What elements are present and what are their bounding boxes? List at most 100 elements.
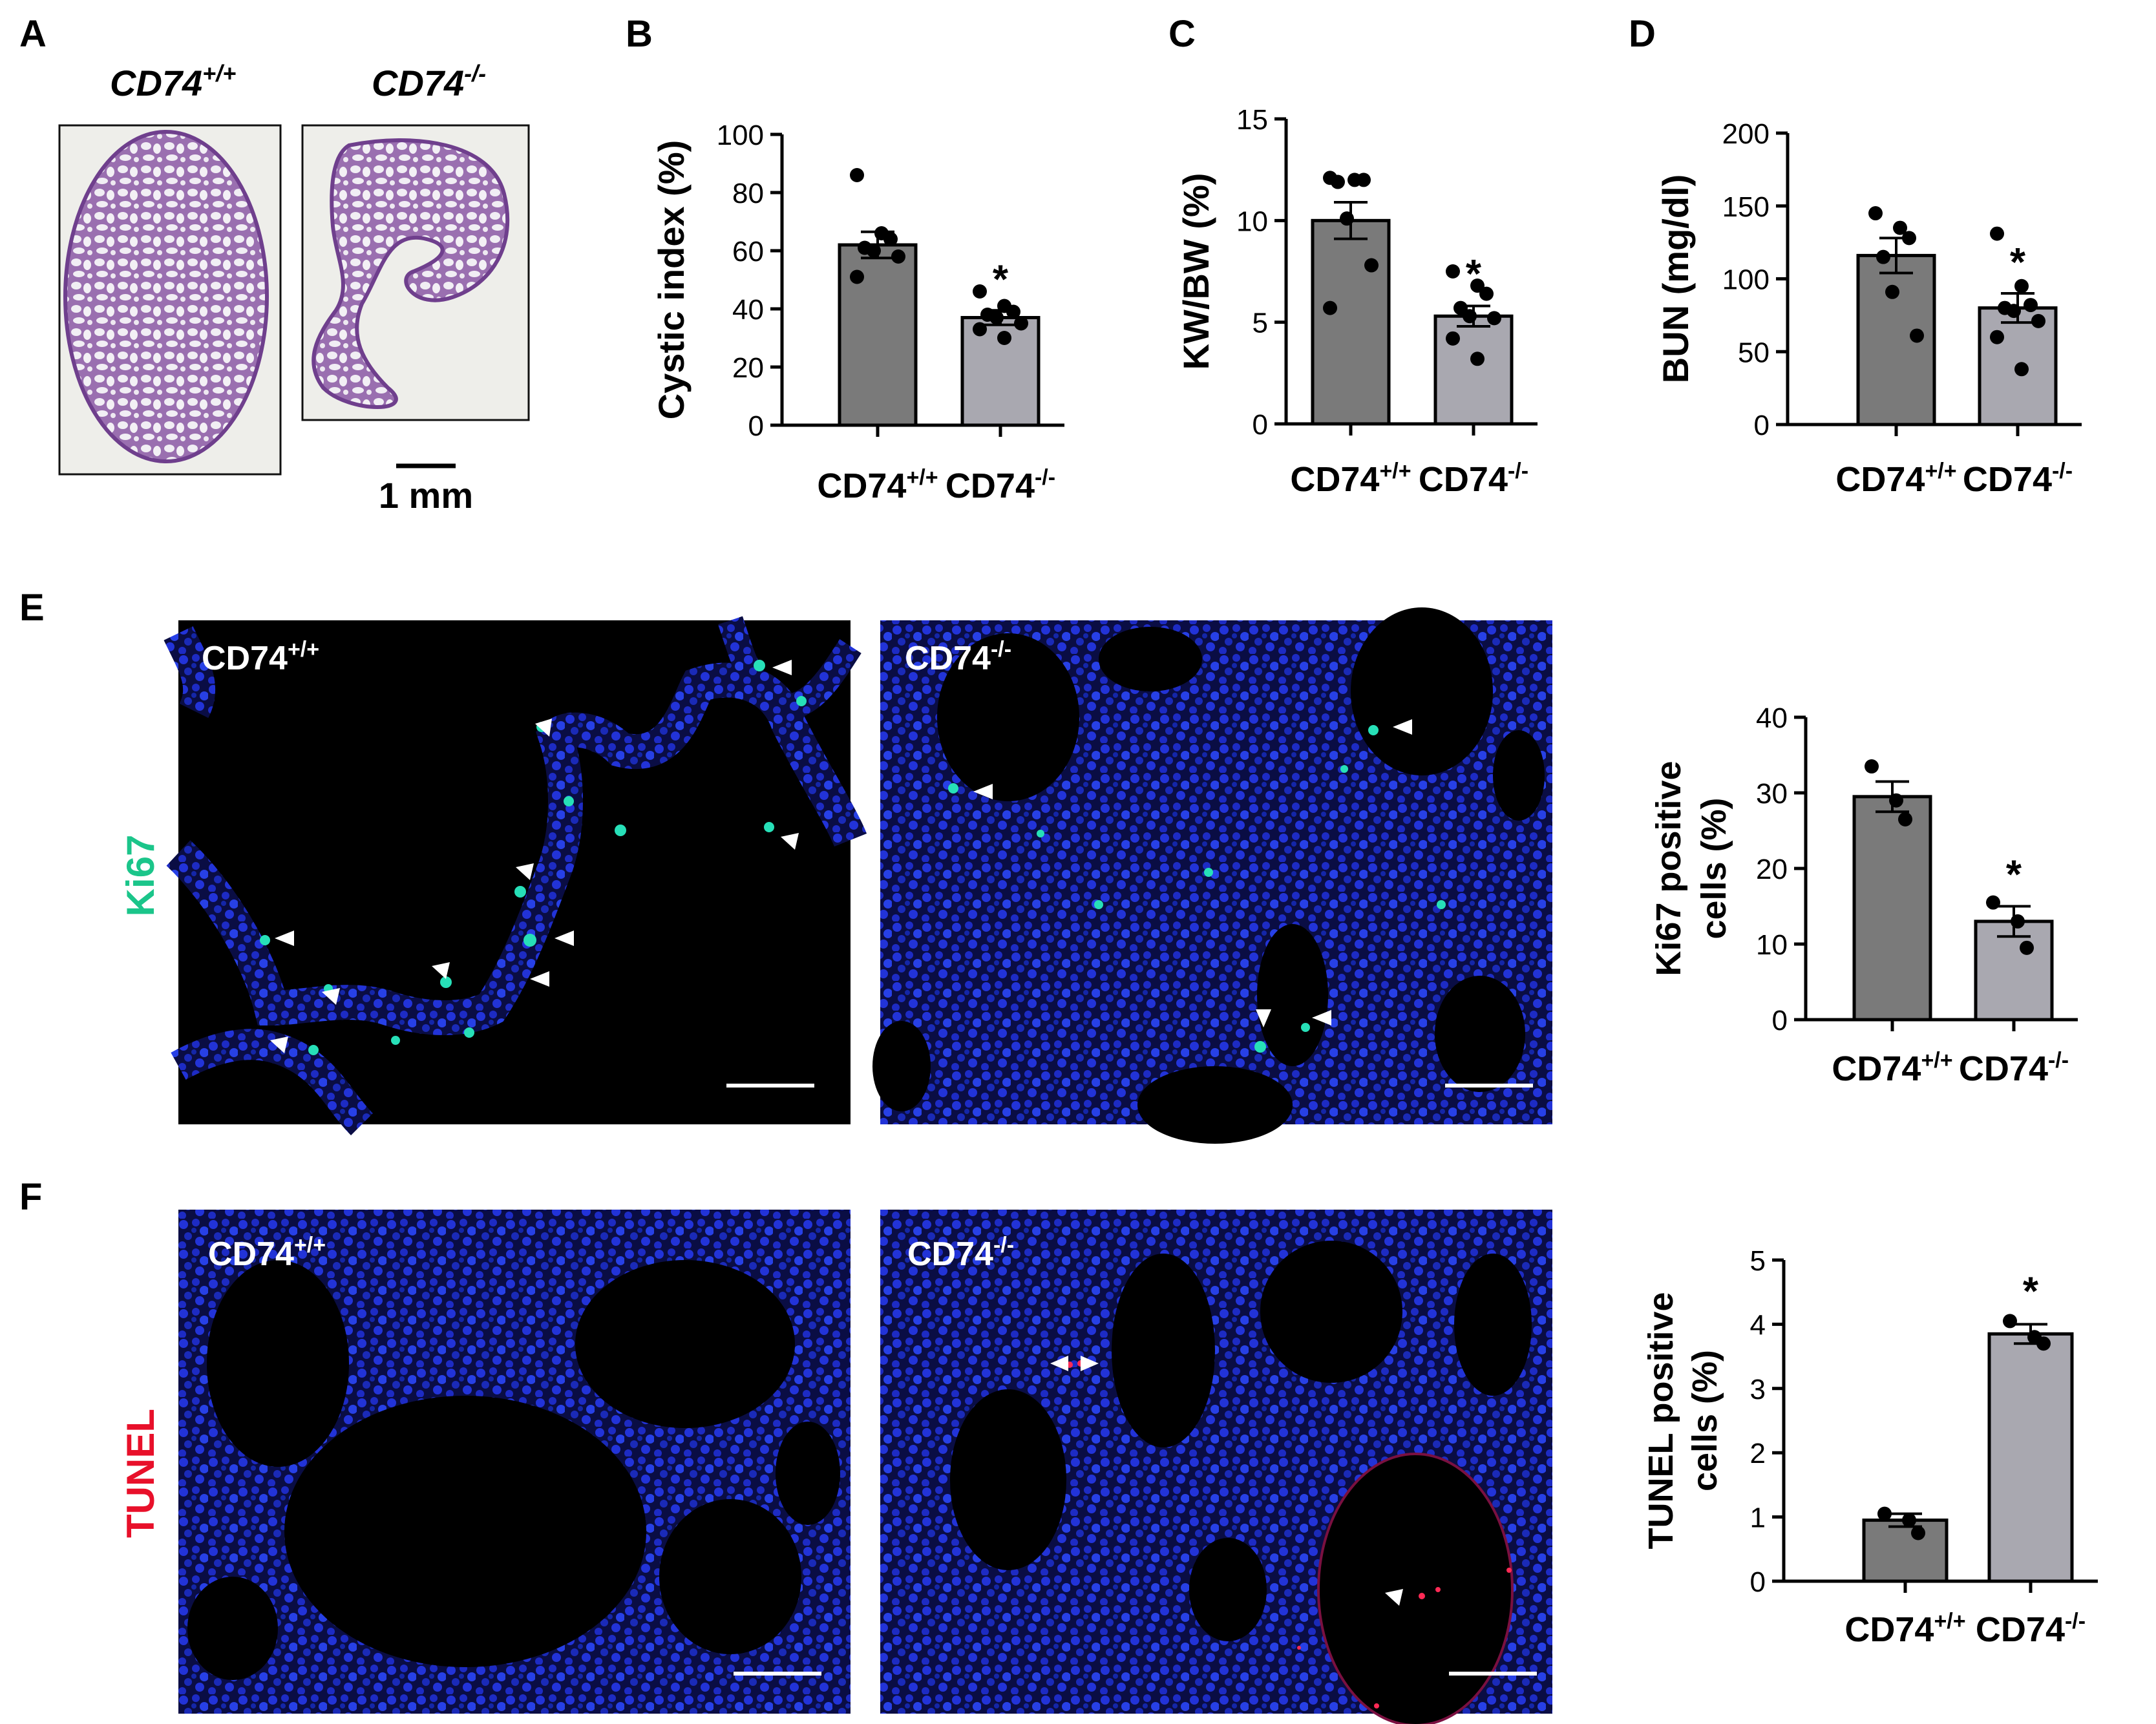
data-point: [1885, 284, 1899, 299]
data-point: [973, 284, 987, 299]
x-tick-label: CD74+/+: [817, 465, 938, 505]
data-point: [2003, 1314, 2017, 1329]
y-tick-label: 40: [1756, 702, 1788, 734]
y-tick-label: 20: [732, 352, 764, 384]
data-point: [1446, 331, 1460, 346]
data-point: [2036, 1336, 2051, 1351]
significance-marker: *: [2006, 852, 2022, 897]
data-point: [1323, 300, 1337, 315]
data-point: [2031, 313, 2045, 328]
data-point: [1357, 173, 1371, 187]
y-axis-label: Ki67 positive: [1649, 761, 1688, 976]
x-tick-label: CD74+/+: [1832, 1048, 1952, 1088]
y-tick-label: 3: [1750, 1374, 1766, 1405]
panel-e: E Ki67: [19, 587, 1552, 1144]
data-point: [1910, 328, 1924, 343]
data-point: [2024, 298, 2038, 313]
bar: [1862, 1519, 1949, 1583]
significance-marker: *: [2023, 1270, 2039, 1314]
panel-a: A CD74+/+ CD74-/- 1 mm: [19, 13, 530, 516]
scale-bar-label: 1 mm: [379, 475, 473, 516]
chart-cystic-index: B 0 20 40 60 80 100 CD74+/+ * CD74-/- Cystic index…: [626, 13, 1064, 505]
data-point: [1986, 895, 2000, 910]
x-tick-label: CD74-/-: [1976, 1609, 2086, 1649]
data-point: [2014, 362, 2029, 377]
panel-a-label-wt: CD74+/+: [110, 60, 236, 103]
image-label-wt: CD74+/+: [208, 1233, 326, 1273]
data-point: [1876, 249, 1890, 264]
data-point: [1446, 264, 1460, 279]
data-point: [2020, 940, 2034, 955]
y-tick-label: 0: [1750, 1566, 1766, 1598]
data-point: [850, 269, 864, 284]
bar: [1852, 795, 1932, 1022]
data-point: [2007, 304, 2021, 319]
y-axis-label: KW/BW (%): [1176, 173, 1216, 370]
data-point: [2011, 914, 2025, 929]
x-tick-label: CD74-/-: [1419, 459, 1528, 499]
data-point: [1487, 311, 1501, 326]
stain-label-ki67: Ki67: [119, 835, 162, 917]
data-point: [1889, 793, 1903, 808]
x-tick-label: CD74-/-: [1963, 459, 2073, 499]
data-point: [1470, 279, 1485, 293]
data-point: [1902, 231, 1916, 246]
panel-letter-c: C: [1168, 13, 1196, 55]
data-point: [1331, 174, 1345, 189]
y-axis-label: cells (%): [1695, 797, 1733, 939]
panel-a-label-ko: CD74-/-: [372, 60, 486, 103]
chart-bun: D 0 50 100 150 200 CD74+/+ * CD74-/- BUN (mg/dl): [1629, 13, 2082, 499]
data-point: [997, 331, 1011, 345]
y-axis-label: Cystic index (%): [651, 140, 692, 420]
data-point: [1364, 258, 1379, 273]
data-point: [989, 310, 1004, 325]
data-point: [1990, 226, 2004, 241]
y-tick-label: 0: [1772, 1005, 1788, 1036]
panel-letter-a: A: [19, 13, 47, 55]
y-tick-label: 10: [1236, 205, 1268, 237]
arrow-markers: [270, 660, 799, 1053]
y-tick-label: 40: [732, 294, 764, 326]
data-point: [2014, 279, 2029, 293]
data-point: [1479, 286, 1494, 301]
stain-label-tunel: TUNEL: [119, 1409, 162, 1538]
ki67-image-ko: CD74-/-: [872, 607, 1552, 1144]
he-image-ko: [301, 124, 530, 421]
y-tick-label: 30: [1756, 778, 1788, 810]
x-tick-label: CD74+/+: [1290, 459, 1411, 499]
y-tick-label: 5: [1750, 1245, 1766, 1277]
data-point: [1463, 309, 1477, 324]
chart-kw-bw: C 0 5 10 15 CD74+/+ * CD74-/- KW/BW (%): [1168, 13, 1538, 499]
y-tick-label: 10: [1756, 929, 1788, 961]
bar: [838, 243, 918, 427]
y-tick-label: 150: [1722, 191, 1770, 223]
x-tick-label: CD74+/+: [1844, 1609, 1965, 1649]
y-tick-label: 0: [1754, 410, 1770, 441]
panel-letter-d: D: [1629, 13, 1656, 55]
y-tick-label: 5: [1252, 308, 1268, 339]
y-tick-label: 60: [732, 236, 764, 268]
y-tick-label: 15: [1236, 104, 1268, 136]
y-axis-label: cells (%): [1686, 1350, 1724, 1491]
data-point: [1990, 330, 2004, 344]
data-point: [1902, 1513, 1916, 1528]
arrow-markers: [973, 719, 1412, 1027]
data-point: [1898, 812, 1912, 826]
y-axis-label: BUN (mg/dl): [1655, 174, 1696, 384]
panel-letter-f: F: [19, 1176, 42, 1218]
y-tick-label: 2: [1750, 1438, 1766, 1469]
significance-marker: *: [2010, 240, 2026, 285]
chart-ki67: 0 10 20 30 40 CD74+/+ * CD74-/- Ki67 positive cel…: [1649, 702, 2078, 1088]
he-image-wt: [58, 124, 282, 476]
y-tick-label: 0: [1252, 409, 1268, 441]
panel-letter-e: E: [19, 587, 45, 629]
data-point: [973, 322, 987, 337]
image-label-ko: CD74-/-: [905, 637, 1011, 677]
y-tick-label: 1: [1750, 1502, 1766, 1534]
y-axis-label: TUNEL positive: [1642, 1292, 1680, 1549]
bar: [1433, 314, 1514, 426]
y-tick-label: 100: [1722, 264, 1770, 296]
tunel-image-wt: CD74+/+: [178, 1210, 851, 1714]
x-tick-label: CD74+/+: [1835, 459, 1956, 499]
y-tick-label: 20: [1756, 854, 1788, 885]
